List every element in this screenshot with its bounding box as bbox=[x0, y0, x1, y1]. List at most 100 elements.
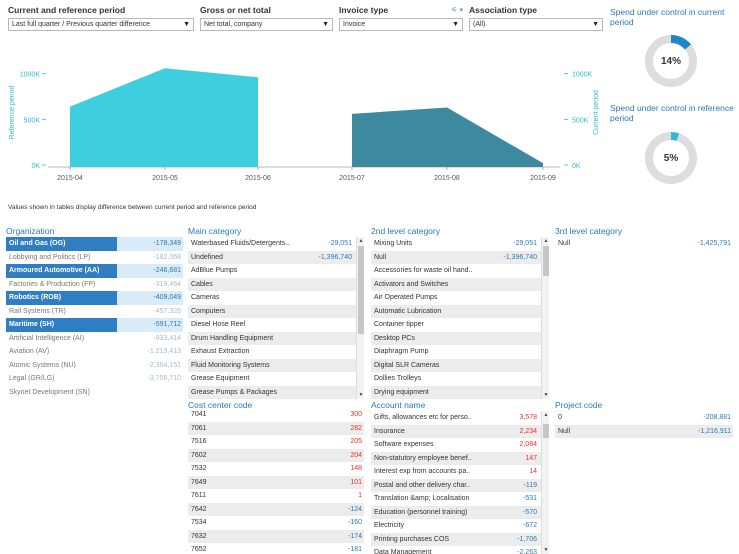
scroll-down-icon[interactable]: ▼ bbox=[543, 392, 549, 398]
list-item[interactable]: 7602 204 bbox=[188, 448, 364, 462]
list-item[interactable]: Undefined -1,396,740 bbox=[188, 250, 364, 264]
list-item[interactable]: Aviation (AV) -1,219,413 bbox=[6, 345, 183, 359]
list-item[interactable]: Armoured Automotive (AA) -246,681 bbox=[6, 264, 183, 278]
list-item[interactable]: Robotics (ROB) -409,049 bbox=[6, 291, 183, 305]
list-item[interactable]: Exhaust Extraction bbox=[188, 345, 364, 359]
list-item[interactable]: Artificial Intelligence (AI) -833,414 bbox=[6, 332, 183, 346]
list-item[interactable]: Computers bbox=[188, 304, 364, 318]
dropdown-arrow-icon[interactable]: ▼ bbox=[183, 21, 190, 28]
list-item[interactable]: Legal (GR/LG) -3,756,710 bbox=[6, 372, 183, 386]
list-item[interactable]: Null -1,216,911 bbox=[555, 424, 733, 438]
dropdown-arrow-icon[interactable]: ▼ bbox=[452, 21, 459, 28]
dropdown-arrow-icon[interactable]: ▼ bbox=[592, 21, 599, 28]
scrollbar[interactable]: ▲ ▼ bbox=[541, 237, 549, 399]
list-item[interactable]: Null -1,396,740 bbox=[371, 250, 549, 264]
list-item[interactable]: Translation &amp; Localisation -531 bbox=[371, 492, 549, 506]
list-item[interactable]: Cameras bbox=[188, 291, 364, 305]
scrollbar[interactable]: ▲ ▼ bbox=[541, 411, 549, 554]
list-item-label: Diaphragm Pump bbox=[374, 348, 429, 355]
list-item[interactable]: Automatic Lubrication bbox=[371, 304, 549, 318]
scrollbar-thumb[interactable] bbox=[543, 424, 549, 438]
list-item-value: -1,425,791 bbox=[697, 240, 731, 247]
list-item[interactable]: 7061 282 bbox=[188, 421, 364, 435]
scroll-up-icon[interactable]: ▲ bbox=[543, 412, 549, 418]
list-item[interactable]: 0 -208,881 bbox=[555, 411, 733, 425]
list-item[interactable]: 7534 -160 bbox=[188, 516, 364, 530]
list-item[interactable]: Postal and other delivery char.. -119 bbox=[371, 478, 549, 492]
scrollbar[interactable]: ▲ ▼ bbox=[356, 237, 364, 399]
list-item-label: 7642 bbox=[191, 505, 207, 513]
list-item[interactable]: Air Operated Pumps bbox=[371, 291, 549, 305]
list-item[interactable]: Data Management -2,263 bbox=[371, 546, 549, 554]
period-dropdown[interactable]: Last full quarter / Previous quarter dif… bbox=[8, 18, 194, 31]
association-type-dropdown[interactable]: (All) ▼ bbox=[469, 18, 603, 31]
list-item[interactable]: Dollies Trolleys bbox=[371, 372, 549, 386]
list-item[interactable]: Waterbased Fluids/Detergents.. -29,051 bbox=[188, 237, 364, 251]
list-item[interactable]: Non-statutory employee benef.. 147 bbox=[371, 451, 549, 465]
account-list: Gifts, allowances etc for perso.. 3,578 In… bbox=[371, 411, 549, 554]
list-item[interactable]: Atomic Systems (NU) -2,304,151 bbox=[6, 359, 183, 373]
list-item[interactable]: Lobbying and Politics (LP) -182,068 bbox=[6, 251, 183, 265]
list-item[interactable]: Gifts, allowances etc for perso.. 3,578 bbox=[371, 411, 549, 425]
list-item[interactable]: Electricity -672 bbox=[371, 519, 549, 533]
list-item[interactable]: 7532 148 bbox=[188, 462, 364, 476]
list-item-label: Robotics (ROB) bbox=[9, 294, 62, 301]
list-item[interactable]: Software expenses 2,084 bbox=[371, 438, 549, 452]
list-item[interactable]: Drying equipment bbox=[371, 385, 549, 399]
list-item[interactable]: Diesel Hose Reel bbox=[188, 318, 364, 332]
list-item-label: Rail Systems (TR) bbox=[9, 307, 66, 315]
list-item[interactable]: 7642 -124 bbox=[188, 502, 364, 516]
scrollbar-thumb[interactable] bbox=[543, 246, 549, 276]
list-item[interactable]: Education (personnel training) -570 bbox=[371, 505, 549, 519]
list-item[interactable]: Digital SLR Cameras bbox=[371, 358, 549, 372]
list-item-label: Factories & Production (FP) bbox=[9, 280, 96, 288]
list-item[interactable]: Diaphragm Pump bbox=[371, 345, 549, 359]
list-item[interactable]: Desktop PCs bbox=[371, 331, 549, 345]
list-item[interactable]: Activators and Switches bbox=[371, 277, 549, 291]
list-item[interactable]: Cables bbox=[188, 277, 364, 291]
dropdown-arrow-icon[interactable]: ▼ bbox=[322, 21, 329, 28]
list-item-label: 7602 bbox=[191, 451, 207, 459]
list-item-label: 7534 bbox=[191, 519, 207, 526]
list-item[interactable]: Grease Pumps & Packages bbox=[188, 385, 364, 399]
list-item[interactable]: Maritime (SH) -591,712 bbox=[6, 318, 183, 332]
y-tick-label: 1000K bbox=[20, 72, 41, 79]
list-item-value: 2,084 bbox=[519, 441, 537, 448]
scroll-up-icon[interactable]: ▲ bbox=[358, 238, 364, 244]
scroll-down-icon[interactable]: ▼ bbox=[358, 392, 364, 398]
list-item[interactable]: Rail Systems (TR) -457,326 bbox=[6, 305, 183, 319]
list-item[interactable]: Factories & Production (FP) -319,464 bbox=[6, 278, 183, 292]
list-item[interactable]: AdBlue Pumps bbox=[188, 264, 364, 278]
list-item[interactable]: Printing purchases COS -1,706 bbox=[371, 532, 549, 546]
invoice-type-dropdown[interactable]: Invoice ▼ bbox=[339, 18, 463, 31]
list-item[interactable]: 7041 300 bbox=[188, 408, 364, 422]
list-item-value: 2,234 bbox=[519, 427, 537, 435]
list-item-label: Mixing Units bbox=[374, 240, 413, 247]
list-item[interactable]: 7649 101 bbox=[188, 475, 364, 489]
list-item[interactable]: Oil and Gas (OG) -178,349 bbox=[6, 237, 183, 251]
gross-net-dropdown[interactable]: Net total, company ▼ bbox=[200, 18, 333, 31]
list-item[interactable]: 7632 -174 bbox=[188, 529, 364, 543]
list-item[interactable]: Grease Equipment bbox=[188, 372, 364, 386]
list-item[interactable]: Fluid Monitoring Systems bbox=[188, 358, 364, 372]
filter-options-icon[interactable]: ⚟ ▾ bbox=[451, 7, 463, 14]
list-item[interactable]: 7652 -181 bbox=[188, 543, 364, 551]
scrollbar-thumb[interactable] bbox=[358, 246, 364, 334]
scroll-down-icon[interactable]: ▼ bbox=[543, 547, 549, 553]
list-item[interactable]: Skynet Development (SN) bbox=[6, 386, 183, 400]
list-item-value: 1 bbox=[358, 492, 362, 499]
list-item[interactable]: Insurance 2,234 bbox=[371, 424, 549, 438]
list-item[interactable]: Mixing Units -29,051 bbox=[371, 237, 549, 251]
x-tick-label: 2015-09 bbox=[530, 175, 556, 182]
list-item[interactable]: Null -1,425,791 bbox=[555, 237, 733, 251]
list-item[interactable]: Accessories for waste oil hand.. bbox=[371, 264, 549, 278]
list-item-label: Exhaust Extraction bbox=[191, 348, 250, 355]
list-item-value: -531 bbox=[522, 495, 537, 502]
third-level-category-panel: 3rd level category Null -1,425,791 bbox=[555, 226, 733, 257]
list-item[interactable]: 7611 1 bbox=[188, 489, 364, 503]
list-item[interactable]: Drum Handling Equipment bbox=[188, 331, 364, 345]
scroll-up-icon[interactable]: ▲ bbox=[543, 238, 549, 244]
list-item[interactable]: Container tipper bbox=[371, 318, 549, 332]
list-item[interactable]: 7516 205 bbox=[188, 435, 364, 449]
list-item[interactable]: Interest exp from accounts pa.. 14 bbox=[371, 465, 549, 479]
